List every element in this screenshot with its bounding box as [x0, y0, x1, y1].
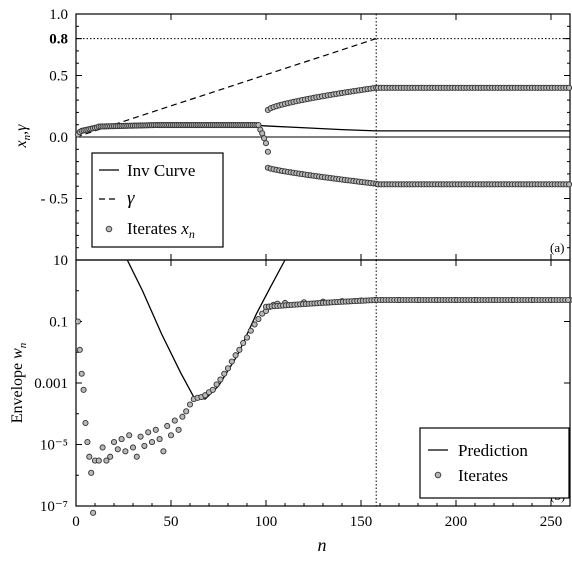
panel-b-x-tick-label: 100 — [255, 514, 278, 530]
panel-a-iterate-point — [262, 140, 270, 147]
panel-b-iterate-point — [76, 346, 83, 353]
panel-a-series — [74, 38, 572, 188]
panel-b-iterate-point — [99, 444, 106, 451]
panel-b-iterate-point — [141, 442, 148, 449]
panel-b-iterate-point — [240, 339, 247, 347]
panel-b-iterate-point — [243, 334, 251, 341]
x-axis-label: n — [318, 535, 327, 555]
panel-b-iterate-point — [145, 429, 152, 436]
panel-a: 1.0 0.8 0.5 0.0 - 0.5 xn,γ (a) Inv Curve γ I… — [13, 7, 572, 261]
panel-b-iterate-point — [122, 448, 129, 455]
panel-a-label: (a) — [550, 240, 564, 255]
panel-b-iterate-point — [110, 439, 118, 446]
panel-b-iterate-point — [175, 426, 182, 433]
panel-b-iterate-point — [186, 401, 194, 408]
panel-b-iterate-point — [86, 453, 93, 460]
panel-a-reference-lines — [76, 14, 570, 260]
panel-b-iterate-point — [247, 327, 254, 334]
panel-b-x-tick-label: 250 — [540, 514, 563, 530]
legend-iterates-b-label: Iterates — [458, 466, 508, 485]
panel-b-prediction-line — [126, 259, 286, 400]
panel-b-iterate-point — [156, 436, 163, 443]
panel-b-iterate-point — [179, 413, 186, 420]
panel-b-y-tick-label: 0.1 — [49, 315, 68, 331]
panel-b-x-tick-label: 0 — [72, 514, 80, 530]
panel-b-iterate-point — [103, 457, 110, 464]
panel-a-legend-box — [91, 152, 224, 248]
panel-b-series — [74, 259, 572, 516]
panel-b-iterate-point — [164, 422, 171, 430]
panel-a-iterate-point — [259, 130, 266, 137]
panel-b-iterate-point — [255, 316, 262, 323]
panel-b-iterate-point — [224, 365, 232, 372]
panel-b-iterate-point — [221, 370, 228, 377]
panel-b-ylabel: Envelope wn — [9, 342, 29, 423]
panel-b-y-tick-label: 0.001 — [34, 376, 68, 392]
panel-a-iterate-point — [566, 181, 572, 188]
panel-b-iterate-point — [137, 433, 144, 440]
panel-b-iterate-point — [152, 426, 159, 433]
panel-a-y-tick-label: - 0.5 — [41, 192, 69, 208]
panel-b-iterate-point — [217, 376, 224, 383]
panel-a-iterate-point — [264, 148, 271, 155]
panel-b-iterate-point — [213, 381, 220, 388]
panel-b-y-tick-label: 10⁻⁵ — [40, 438, 68, 454]
panel-b: 0 50 100 150 200 250 10 0.1 0.001 10⁻⁵ 10⁻⁷ Envel… — [9, 253, 572, 555]
panel-b-legend-box — [419, 427, 570, 499]
legend-gamma-label: γ — [127, 188, 135, 209]
panel-b-iterate-point — [171, 417, 178, 424]
panel-a-iterate-point — [261, 135, 268, 142]
panel-b-x-tick-label: 150 — [350, 514, 373, 530]
panel-b-iterate-point — [232, 352, 239, 359]
panel-b-y-ticks: 10 0.1 0.001 10⁻⁵ 10⁻⁷ — [34, 253, 570, 515]
legend-iterates-label: Iterates xn — [127, 219, 195, 241]
panel-b-iterate-point — [133, 453, 140, 460]
panel-b-iterate-point — [183, 408, 190, 415]
panel-b-iterate-point — [118, 436, 125, 443]
panel-b-y-tick-label: 10 — [53, 253, 68, 269]
panel-b-iterate-point — [107, 453, 114, 460]
panel-b-iterate-point — [88, 469, 95, 476]
panel-a-y-tick-label: 1.0 — [49, 7, 68, 23]
panel-b-x-tick-label: 50 — [164, 514, 179, 530]
panel-a-y-tick-label: 0.8 — [49, 32, 68, 48]
panel-a-ylabel-x: xn,γ — [13, 124, 33, 149]
panel-a-y-tick-label: 0.0 — [49, 130, 68, 146]
panel-a-y-tick-label: 0.5 — [49, 69, 68, 85]
panel-b-iterate-point — [160, 448, 167, 455]
panel-b-iterate-point — [148, 439, 156, 446]
panel-b-x-tick-label: 200 — [445, 514, 468, 530]
panel-b-iterate-point — [90, 509, 97, 516]
panel-b-legend: Prediction Iterates — [419, 427, 570, 499]
panel-b-iterate-point — [236, 346, 243, 353]
legend-inv-curve-label: Inv Curve — [127, 161, 195, 180]
panel-b-iterate-point — [84, 439, 91, 446]
panel-b-iterate-point — [251, 321, 258, 328]
panel-b-iterate-point — [129, 444, 137, 451]
legend-iterates-b-swatch — [434, 471, 442, 479]
panel-a-iterate-point — [566, 84, 572, 91]
panel-b-iterate-point — [167, 432, 175, 439]
panel-b-iterate-point — [95, 457, 102, 464]
panel-b-x-ticks: 0 50 100 150 200 250 — [72, 254, 562, 530]
panel-b-iterate-point — [82, 419, 89, 427]
panel-a-legend: Inv Curve γ Iterates xn — [91, 152, 224, 248]
panel-b-iterate-point — [565, 296, 572, 304]
panel-b-y-tick-label: 10⁻⁷ — [40, 499, 68, 515]
panel-b-iterate-point — [126, 432, 133, 439]
panel-b-iterate-point — [74, 318, 81, 325]
panel-b-iterate-point — [209, 386, 216, 393]
legend-prediction-label: Prediction — [458, 441, 528, 460]
legend-iterates-swatch — [105, 225, 113, 233]
panel-b-iterate-point — [78, 370, 85, 377]
panel-b-iterate-point — [114, 446, 121, 453]
panel-b-iterate-point — [228, 358, 235, 365]
panel-b-iterate-point — [80, 386, 87, 393]
panel-a-gamma-line — [75, 38, 377, 138]
